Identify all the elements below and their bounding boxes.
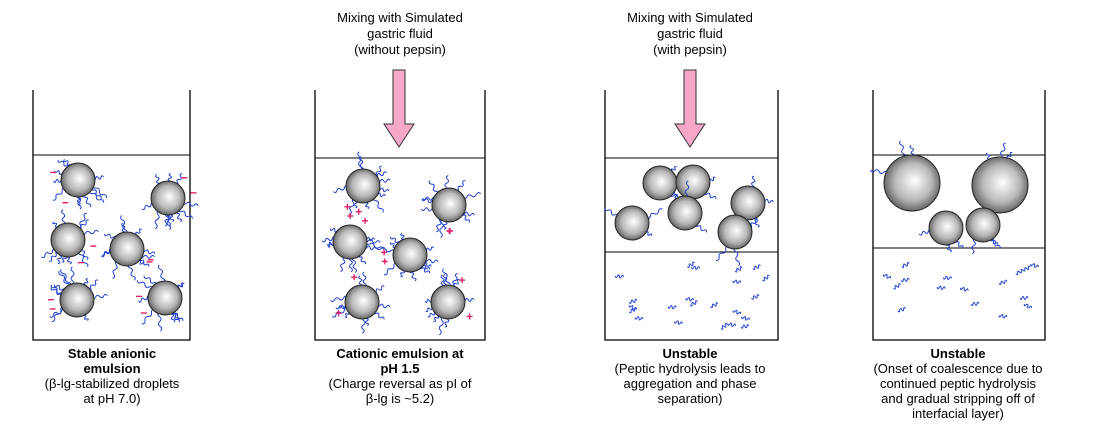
protein-chain <box>155 210 159 229</box>
protein-chain <box>635 317 643 320</box>
protein-chain <box>668 305 676 308</box>
protein-chain <box>763 275 770 281</box>
droplet <box>615 206 649 240</box>
protein-chain <box>439 316 443 335</box>
protein-chain <box>711 303 719 308</box>
caption-title: Stable anionic <box>68 346 156 361</box>
caption-title: pH 1.5 <box>380 361 419 376</box>
protein-chain <box>733 310 740 314</box>
arrow <box>675 70 705 147</box>
caption-title: Unstable <box>663 346 718 361</box>
protein-chain <box>1024 304 1031 308</box>
caption-title: Cationic emulsion at <box>336 346 464 361</box>
protein-chain <box>629 299 637 303</box>
protein-chain <box>742 317 750 321</box>
droplet <box>60 283 94 317</box>
caption-description: (Onset of coalescence due to <box>873 361 1042 376</box>
protein-chain <box>883 274 890 278</box>
droplet <box>51 223 85 257</box>
protein-chain <box>753 265 761 270</box>
caption-description: at pH 7.0) <box>83 391 140 406</box>
droplet <box>346 169 380 203</box>
protein-chain <box>728 323 736 326</box>
droplet <box>718 215 752 249</box>
protein-chain <box>686 298 694 301</box>
protein-chain <box>741 325 749 329</box>
protein-chain <box>128 264 135 281</box>
protein-chain <box>1016 269 1023 274</box>
protein-chain <box>902 262 909 267</box>
caption-description: (β-lg-stabilized droplets <box>45 376 180 391</box>
protein-chain <box>1020 296 1028 299</box>
protein-chain <box>675 321 683 324</box>
arrow <box>384 70 414 147</box>
protein-chain <box>944 276 952 279</box>
figure: Stable anionicemulsion(β-lg-stabilized d… <box>0 0 1097 441</box>
caption-description: separation) <box>657 391 722 406</box>
protein-chain <box>373 197 383 213</box>
droplet <box>151 181 185 215</box>
protein-chain <box>971 302 979 306</box>
protein-chain <box>646 209 662 219</box>
caption-description: aggregation and phase <box>623 376 756 391</box>
droplet <box>432 188 466 222</box>
protein-chain <box>358 152 362 172</box>
protein-chain <box>898 307 906 312</box>
droplet <box>676 165 710 199</box>
protein-chain <box>142 309 155 324</box>
protein-chain <box>752 295 760 300</box>
droplet <box>110 232 144 266</box>
droplet <box>966 208 1000 242</box>
protein-chain <box>377 248 396 253</box>
protein-chain <box>893 284 900 289</box>
protein-chain <box>999 315 1007 318</box>
caption-title: Unstable <box>931 346 986 361</box>
protein-chain <box>1023 266 1031 271</box>
protein-chain <box>960 287 968 291</box>
droplet <box>345 285 379 319</box>
protein-chain <box>733 280 741 283</box>
arrow-label: gastric fluid <box>657 26 723 41</box>
protein-chain <box>615 275 623 278</box>
protein-chain <box>53 188 65 200</box>
droplet <box>884 155 940 211</box>
droplet <box>431 285 465 319</box>
caption-description: interfacial layer) <box>912 406 1004 421</box>
protein-chain <box>692 266 700 269</box>
arrow-label: (without pepsin) <box>354 42 446 57</box>
caption-description: and gradual stripping off of <box>881 391 1035 406</box>
droplet <box>148 281 182 315</box>
protein-chain <box>999 280 1007 284</box>
protein-chain <box>462 193 481 199</box>
droplet <box>333 225 367 259</box>
protein-chain <box>113 261 118 279</box>
caption-description: (Charge reversal as pI of <box>328 376 471 391</box>
droplet <box>972 157 1028 213</box>
protein-chain <box>721 323 728 329</box>
droplet <box>929 211 963 245</box>
protein-chain <box>158 265 165 283</box>
caption-description: β-lg is ~5.2) <box>366 391 435 406</box>
protein-chain <box>937 286 945 289</box>
protein-chain <box>735 267 742 272</box>
protein-chain <box>1031 264 1038 268</box>
protein-chain <box>716 246 729 261</box>
protein-chain <box>901 278 909 282</box>
protein-chain <box>78 213 86 229</box>
arrow-label: Mixing with Simulated <box>337 10 463 25</box>
protein-chain <box>734 247 740 266</box>
protein-chain <box>690 301 697 306</box>
droplet <box>61 163 95 197</box>
protein-chain <box>384 263 397 275</box>
arrow-label: (with pepsin) <box>653 42 727 57</box>
droplet <box>643 166 677 200</box>
caption-title: emulsion <box>83 361 140 376</box>
arrow-label: gastric fluid <box>367 26 433 41</box>
caption-description: continued peptic hydrolysis <box>880 376 1037 391</box>
caption-description: (Peptic hydrolysis leads to <box>614 361 765 376</box>
droplet <box>668 196 702 230</box>
beaker <box>873 90 1045 340</box>
arrow-label: Mixing with Simulated <box>627 10 753 25</box>
droplet <box>393 238 427 272</box>
